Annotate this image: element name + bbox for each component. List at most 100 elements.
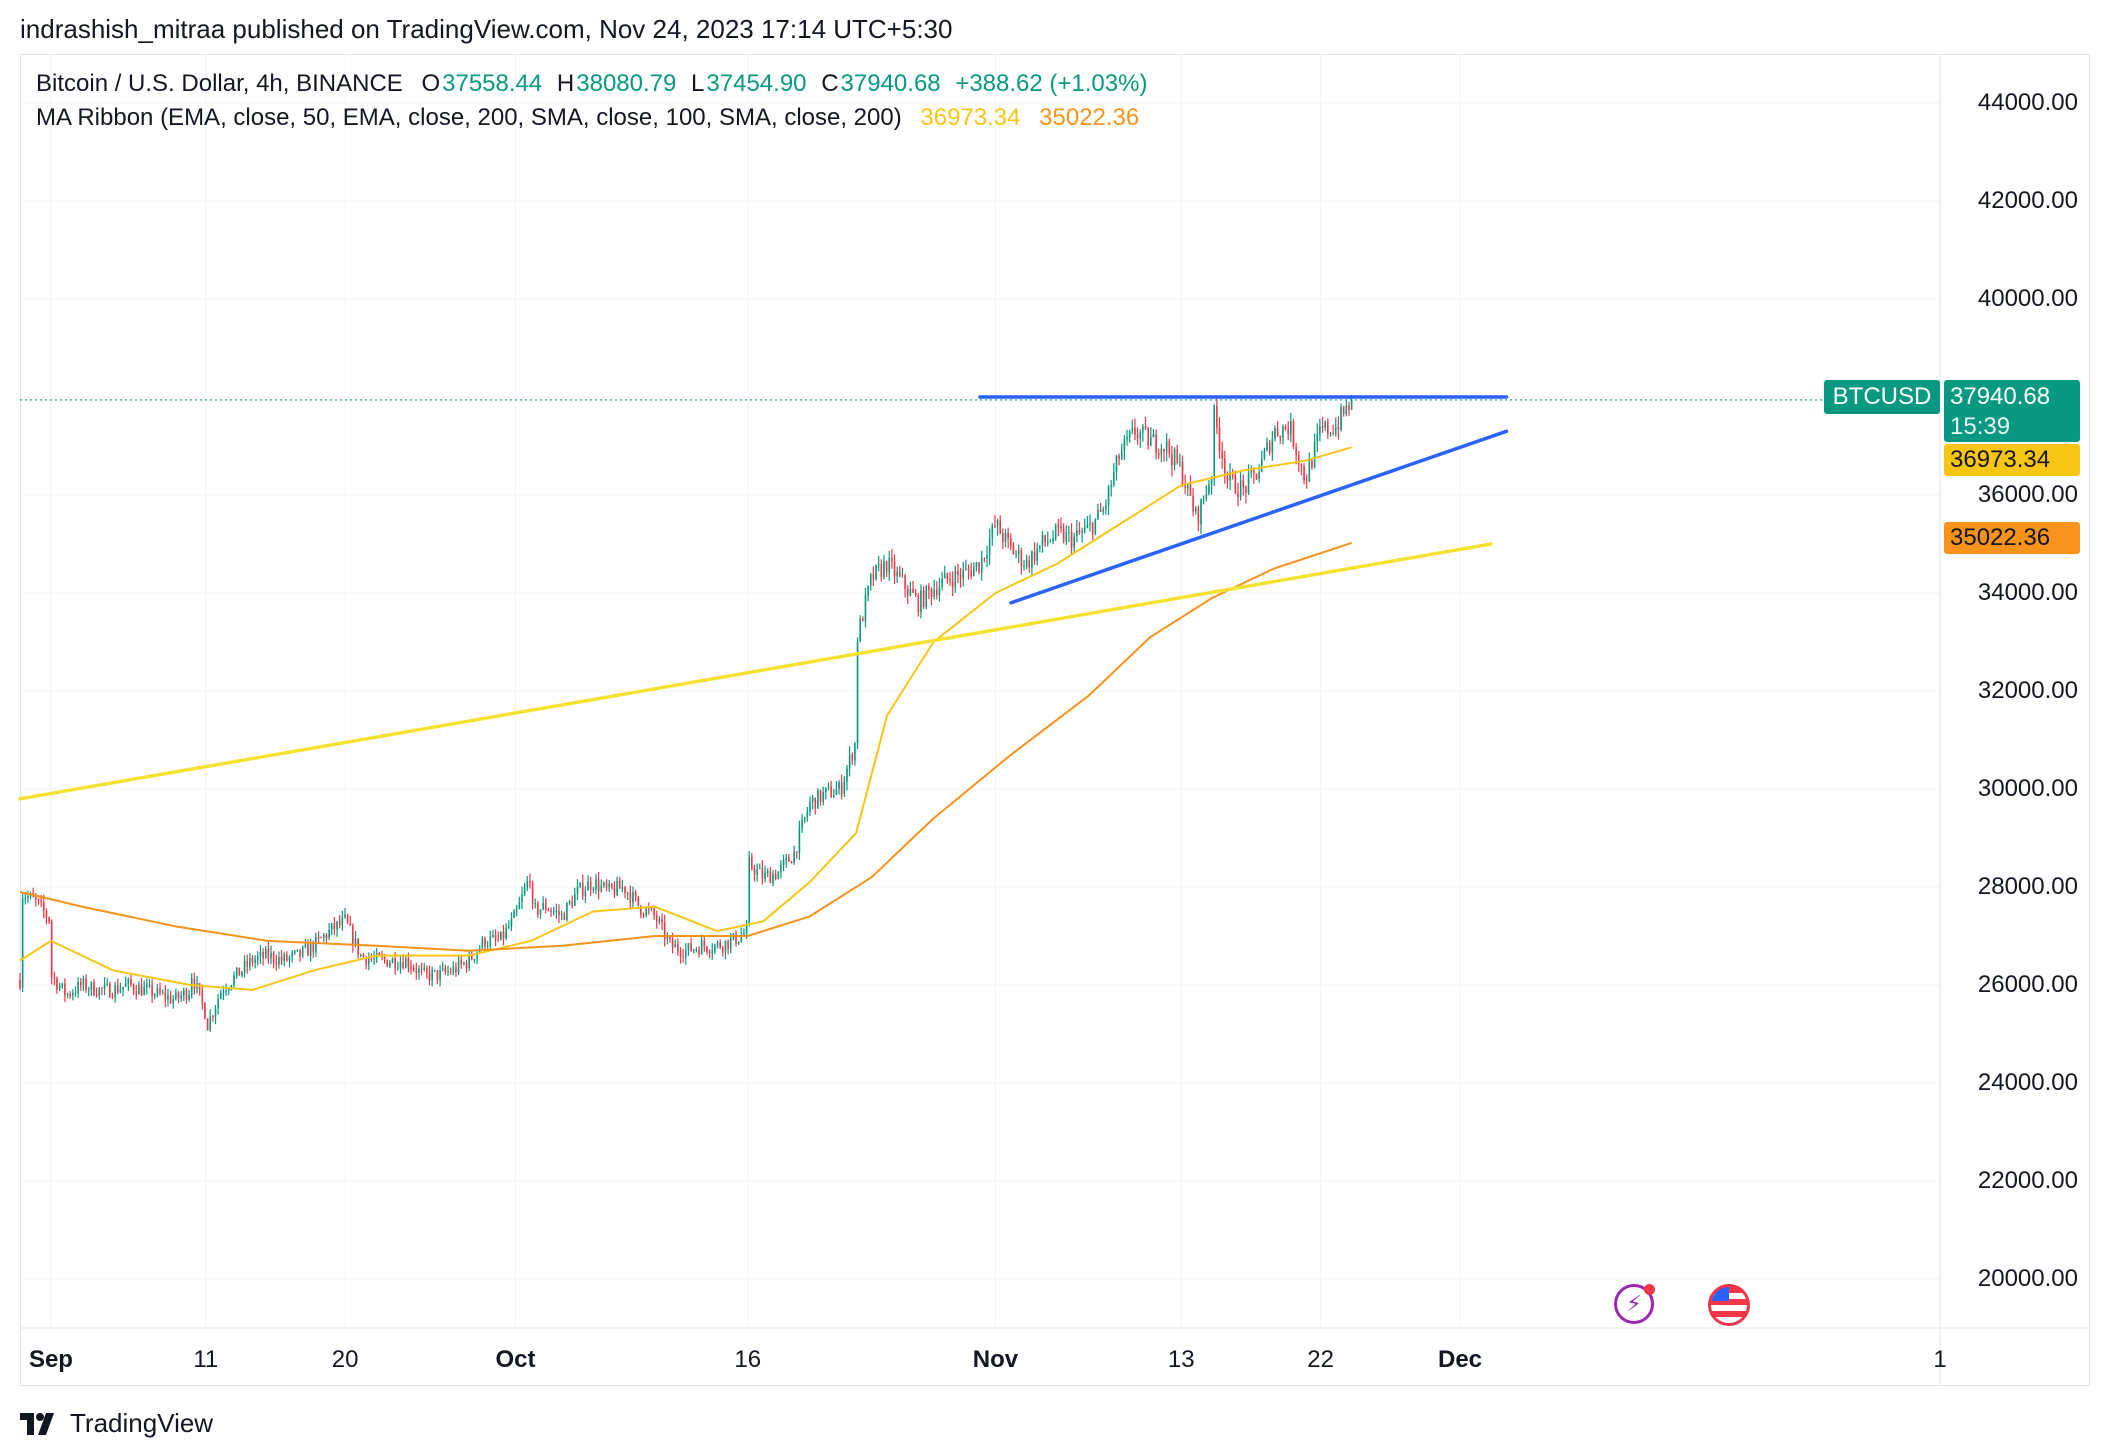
candle-body [175, 992, 177, 1000]
candle-body [1342, 407, 1345, 414]
candle-body [330, 923, 333, 930]
candle-body [21, 898, 24, 988]
candle-body [994, 525, 996, 527]
candle-body [959, 574, 962, 579]
candle-body [695, 949, 698, 951]
candle-body [1340, 407, 1342, 430]
candle-body [743, 933, 745, 936]
candle-body [996, 520, 999, 526]
candle-body [412, 968, 415, 970]
candle-body [611, 883, 613, 889]
candle-body [473, 959, 476, 961]
date-tick-label: 1 [1933, 1346, 1947, 1373]
chart-frame[interactable] [20, 54, 2090, 1386]
candle-body [854, 743, 856, 761]
candle-body [72, 993, 74, 996]
candle-body [1337, 426, 1340, 430]
date-tick-label: 13 [1167, 1346, 1195, 1373]
candle-body [45, 910, 48, 918]
candle-body [869, 574, 872, 587]
candle-body [925, 585, 928, 607]
candle-body [788, 857, 790, 862]
candle-body [1282, 426, 1284, 438]
candle-body [500, 931, 502, 940]
candle-body [19, 980, 21, 988]
candle-body [299, 949, 301, 957]
candle-body [658, 919, 661, 922]
candle-body [1321, 426, 1324, 428]
candle-body [275, 962, 278, 965]
candle-body [238, 967, 241, 976]
candle-body [188, 995, 190, 1000]
footer: TradingView [20, 1408, 213, 1439]
candle-body [138, 985, 140, 995]
footer-brand[interactable]: TradingView [70, 1408, 214, 1438]
candle-body [235, 967, 238, 976]
candle-body [280, 957, 283, 961]
candle-body [251, 958, 254, 963]
candle-body [328, 929, 330, 939]
candle-body [1253, 470, 1255, 474]
price-tick-label: 34000.00 [1977, 579, 2078, 606]
ma-title[interactable]: MA Ribbon (EMA, close, 50, EMA, close, 2… [36, 104, 902, 131]
date-tick-label: Nov [972, 1346, 1019, 1373]
candle-body [1113, 472, 1115, 486]
candle-body [243, 961, 246, 972]
candle-body [603, 882, 605, 886]
candle-body [753, 868, 756, 875]
candle-body [103, 984, 106, 989]
candle-body [362, 954, 365, 957]
candle-body [1139, 432, 1142, 439]
price-tick-label: 30000.00 [1977, 775, 2078, 802]
candle-body [751, 856, 753, 869]
candle-body [943, 573, 946, 579]
candle-body [1197, 507, 1200, 525]
candle-body [1091, 523, 1094, 534]
candle-body [534, 903, 537, 905]
candle-body [1076, 530, 1078, 537]
candle-body [830, 786, 832, 798]
candle-body [114, 985, 116, 998]
candle-body [1268, 442, 1271, 453]
candle-body [566, 903, 568, 920]
candle-body [542, 903, 544, 910]
events-icon[interactable]: ⚡ [1614, 1284, 1654, 1324]
candle-body [1263, 449, 1266, 459]
candle-body [980, 557, 983, 573]
candle-body [87, 989, 90, 991]
candle-body [230, 985, 233, 989]
candle-body [1287, 429, 1290, 435]
candle-body [698, 949, 700, 955]
candle-body [180, 995, 182, 999]
candle-body [991, 525, 994, 539]
candle-body [74, 993, 77, 995]
candle-body [1052, 538, 1054, 542]
candle-body [1126, 437, 1128, 440]
candle-body [758, 868, 761, 870]
candle-body [1210, 479, 1213, 485]
high-value: 38080.79 [576, 70, 677, 97]
candle-body [914, 593, 917, 596]
candle-body [470, 954, 473, 960]
candle-body [642, 914, 645, 916]
candle-body [370, 958, 373, 960]
candle-body [1176, 449, 1179, 463]
candle-body [267, 948, 270, 959]
candle-body [286, 954, 288, 961]
candle-body [655, 915, 658, 922]
candle-body [354, 938, 357, 946]
candle-body [397, 967, 399, 969]
candle-body [560, 913, 563, 916]
candle-body [782, 860, 785, 865]
candle-body [259, 951, 262, 957]
us-flag-icon[interactable] [1708, 1284, 1750, 1326]
symbol-title[interactable]: Bitcoin / U.S. Dollar, 4h, BINANCE [36, 70, 403, 97]
candle-body [146, 985, 148, 988]
candle-body [1279, 435, 1282, 438]
candle-body [848, 754, 851, 769]
candle-body [336, 921, 338, 930]
candle-body [439, 969, 441, 980]
candle-body [66, 993, 69, 996]
candle-body [988, 538, 991, 555]
